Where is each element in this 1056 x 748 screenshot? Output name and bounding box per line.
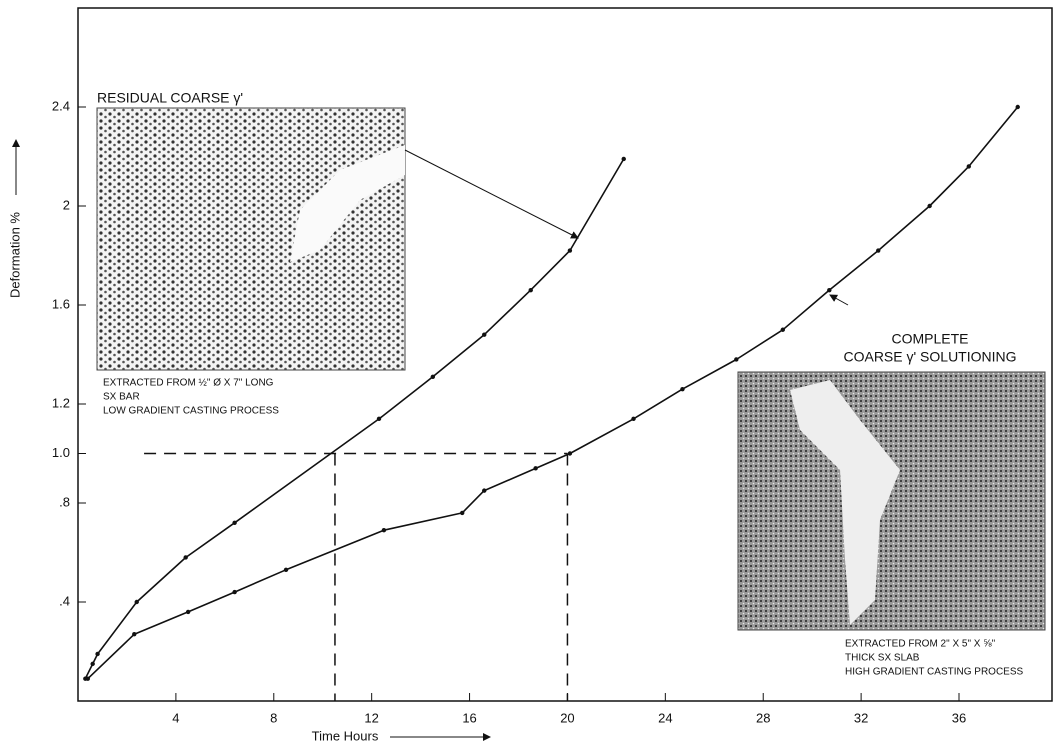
data-point [431, 375, 435, 379]
data-point [876, 248, 880, 252]
micrograph-right [738, 372, 1045, 630]
data-point [183, 555, 187, 559]
arrow [405, 150, 578, 238]
y-axis-label: Deformation % [7, 212, 22, 298]
y-tick-label: 2 [63, 197, 70, 212]
x-tick-label: 28 [756, 710, 770, 725]
annotation: SX BAR [103, 392, 140, 403]
annotation: EXTRACTED FROM ½" Ø X 7" LONG [103, 378, 274, 389]
data-point [186, 610, 190, 614]
annotation: THICK SX SLAB [845, 653, 920, 664]
annotation: LOW GRADIENT CASTING PROCESS [103, 406, 279, 417]
annotation: HIGH GRADIENT CASTING PROCESS [845, 667, 1024, 678]
chart: RESIDUAL COARSE γ' EXTRACTED FROM ½" Ø X… [0, 0, 1056, 748]
x-tick-label: 16 [462, 710, 476, 725]
y-tick-label: .4 [59, 593, 70, 608]
data-point [482, 488, 486, 492]
y-tick-label: .8 [59, 494, 70, 509]
data-point [568, 451, 572, 455]
y-tick-label: 1.6 [52, 296, 70, 311]
data-point [377, 417, 381, 421]
annotation: COARSE γ' SOLUTIONING [843, 349, 1016, 365]
data-point [232, 590, 236, 594]
micrograph-left [97, 108, 405, 370]
y-tick-label: 2.4 [52, 98, 70, 113]
data-point [568, 248, 572, 252]
data-point [967, 164, 971, 168]
data-point [827, 288, 831, 292]
data-point [622, 157, 626, 161]
arrow [830, 295, 848, 305]
y-tick-label: 1.0 [52, 445, 70, 460]
data-point [533, 466, 537, 470]
data-point [95, 652, 99, 656]
data-point [460, 511, 464, 515]
y-tick-label: 1.2 [52, 395, 70, 410]
x-tick-label: 32 [854, 710, 868, 725]
x-tick-label: 8 [270, 710, 277, 725]
data-point [927, 204, 931, 208]
data-point [132, 632, 136, 636]
x-tick-label: 24 [658, 710, 672, 725]
data-point [631, 417, 635, 421]
data-point [90, 662, 94, 666]
data-point [86, 677, 90, 681]
x-tick-label: 36 [952, 710, 966, 725]
x-tick-label: 20 [560, 710, 574, 725]
x-tick-label: 4 [172, 710, 179, 725]
data-point [680, 387, 684, 391]
annotation: EXTRACTED FROM 2" X 5" X ⅝" [845, 639, 996, 650]
x-tick-label: 12 [364, 710, 378, 725]
x-axis-label: Time Hours [312, 728, 379, 743]
data-point [232, 521, 236, 525]
data-point [135, 600, 139, 604]
annotation: RESIDUAL COARSE γ' [97, 90, 243, 106]
data-point [1016, 105, 1020, 109]
data-point [734, 357, 738, 361]
data-point [382, 528, 386, 532]
data-point [529, 288, 533, 292]
data-point [284, 568, 288, 572]
data-point [781, 328, 785, 332]
annotation: COMPLETE [891, 331, 968, 347]
data-point [482, 333, 486, 337]
